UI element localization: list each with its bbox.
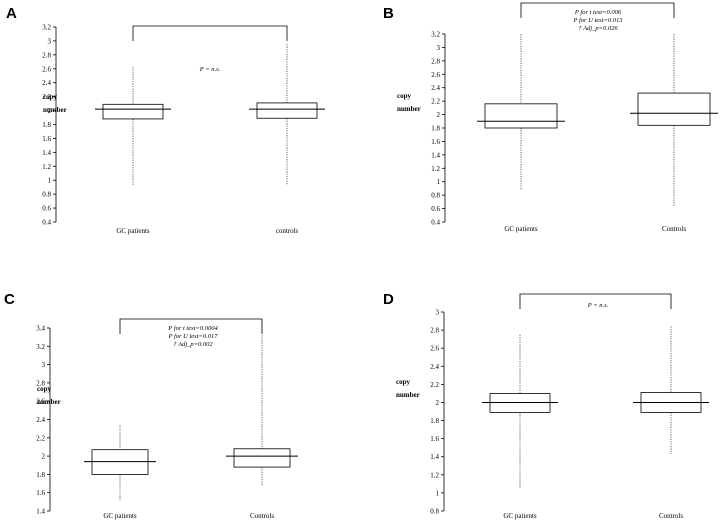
y-tick-label: 1 <box>48 177 52 185</box>
significance-annotation: P = n.s. <box>199 66 221 73</box>
box <box>484 103 558 129</box>
y-tick-label: 2.2 <box>42 93 51 101</box>
category-label: Controls <box>662 225 686 233</box>
y-tick-label: 0.8 <box>430 508 439 516</box>
y-tick-label: 0.8 <box>42 191 51 199</box>
y-tick-label: 3 <box>42 361 46 369</box>
y-tick-label: 2.6 <box>430 345 439 353</box>
y-tick-label: 2 <box>437 111 441 119</box>
y-axis-label: number <box>396 391 420 399</box>
y-axis-label: number <box>43 106 67 114</box>
y-tick-label: 1.2 <box>431 165 440 173</box>
panel-letter: D <box>383 291 394 308</box>
y-axis-label: copy <box>396 378 411 386</box>
significance-bracket <box>119 318 263 334</box>
y-tick-label: 2.4 <box>431 84 440 92</box>
y-tick-label: 1 <box>437 178 441 186</box>
y-axis-label: copy <box>397 92 412 100</box>
significance-annotation: P = n.s. <box>587 302 609 309</box>
y-axis-label: copy <box>37 385 52 393</box>
panel-letter: B <box>383 5 394 22</box>
y-tick-label: 1.8 <box>42 121 51 129</box>
y-axis-label: number <box>397 105 421 113</box>
y-tick-label: 1 <box>436 489 440 497</box>
y-tick-label: 2.8 <box>36 379 45 387</box>
box <box>102 103 164 120</box>
y-axis-label: number <box>37 398 61 406</box>
y-tick-label: 3 <box>437 44 441 52</box>
y-tick-label: 1.8 <box>430 417 439 425</box>
y-tick-label: 1.2 <box>42 163 51 171</box>
y-tick-label: 1.2 <box>430 471 439 479</box>
category-label: Controls <box>250 512 274 520</box>
significance-annotation: † Adj_p=0.026 <box>578 25 618 32</box>
y-tick-label: 2.2 <box>431 98 440 106</box>
category-label: GC patients <box>503 512 537 520</box>
y-tick-label: 2.4 <box>36 416 45 424</box>
significance-bracket <box>132 25 288 41</box>
y-tick-label: 2 <box>42 453 46 461</box>
y-tick-label: 2.4 <box>430 363 439 371</box>
y-tick-label: 3.2 <box>431 31 440 39</box>
y-tick-label: 2.8 <box>42 51 51 59</box>
significance-bracket <box>519 293 672 309</box>
y-tick-label: 1.6 <box>36 489 45 497</box>
significance-annotation: P for U test=0.017 <box>167 333 218 340</box>
y-tick-label: 0.6 <box>42 205 51 213</box>
y-tick-label: 2.2 <box>36 434 45 442</box>
y-tick-label: 1.6 <box>430 435 439 443</box>
y-tick-label: 1.4 <box>42 149 51 157</box>
y-tick-label: 0.4 <box>431 219 440 227</box>
y-tick-label: 1.8 <box>431 125 440 133</box>
significance-bracket <box>520 2 675 18</box>
y-tick-label: 2.6 <box>431 71 440 79</box>
category-label: GC patients <box>116 227 150 235</box>
category-label: GC patients <box>504 225 538 233</box>
y-tick-label: 2.8 <box>430 327 439 335</box>
y-axis-label: copy <box>43 93 58 101</box>
box <box>233 448 291 468</box>
y-tick-label: 3 <box>48 37 52 45</box>
y-tick-label: 0.4 <box>42 219 51 227</box>
y-tick-label: 2.2 <box>430 381 439 389</box>
y-tick-label: 1.6 <box>42 135 51 143</box>
panel-letter: A <box>6 5 17 22</box>
y-tick-label: 1.6 <box>431 138 440 146</box>
y-tick-label: 3.2 <box>36 343 45 351</box>
y-tick-label: 1.4 <box>431 151 440 159</box>
y-tick-label: 1.4 <box>430 453 439 461</box>
significance-annotation: P for t test=0.0004 <box>167 325 218 332</box>
y-tick-label: 1.8 <box>36 471 45 479</box>
y-tick-label: 0.6 <box>431 205 440 213</box>
y-tick-label: 2.6 <box>36 398 45 406</box>
y-tick-label: 3.2 <box>42 24 51 32</box>
box <box>637 92 711 126</box>
significance-annotation: † Adj_p=0.002 <box>173 341 213 348</box>
category-label: controls <box>276 227 299 235</box>
y-tick-label: 2 <box>48 107 52 115</box>
category-label: GC patients <box>103 512 137 520</box>
y-tick-label: 2.4 <box>42 79 51 87</box>
y-tick-label: 2 <box>436 399 440 407</box>
y-tick-label: 0.8 <box>431 192 440 200</box>
box <box>256 102 318 119</box>
y-tick-label: 2.6 <box>42 65 51 73</box>
y-tick-label: 3.4 <box>36 325 45 333</box>
panel-letter: C <box>4 291 15 308</box>
y-tick-label: 3 <box>436 309 440 317</box>
significance-annotation: P for t test=0.006 <box>574 9 622 16</box>
y-tick-label: 1.4 <box>36 508 45 516</box>
y-tick-label: 2.8 <box>431 57 440 65</box>
significance-annotation: P for U test=0.013 <box>572 17 623 24</box>
category-label: Controls <box>659 512 683 520</box>
